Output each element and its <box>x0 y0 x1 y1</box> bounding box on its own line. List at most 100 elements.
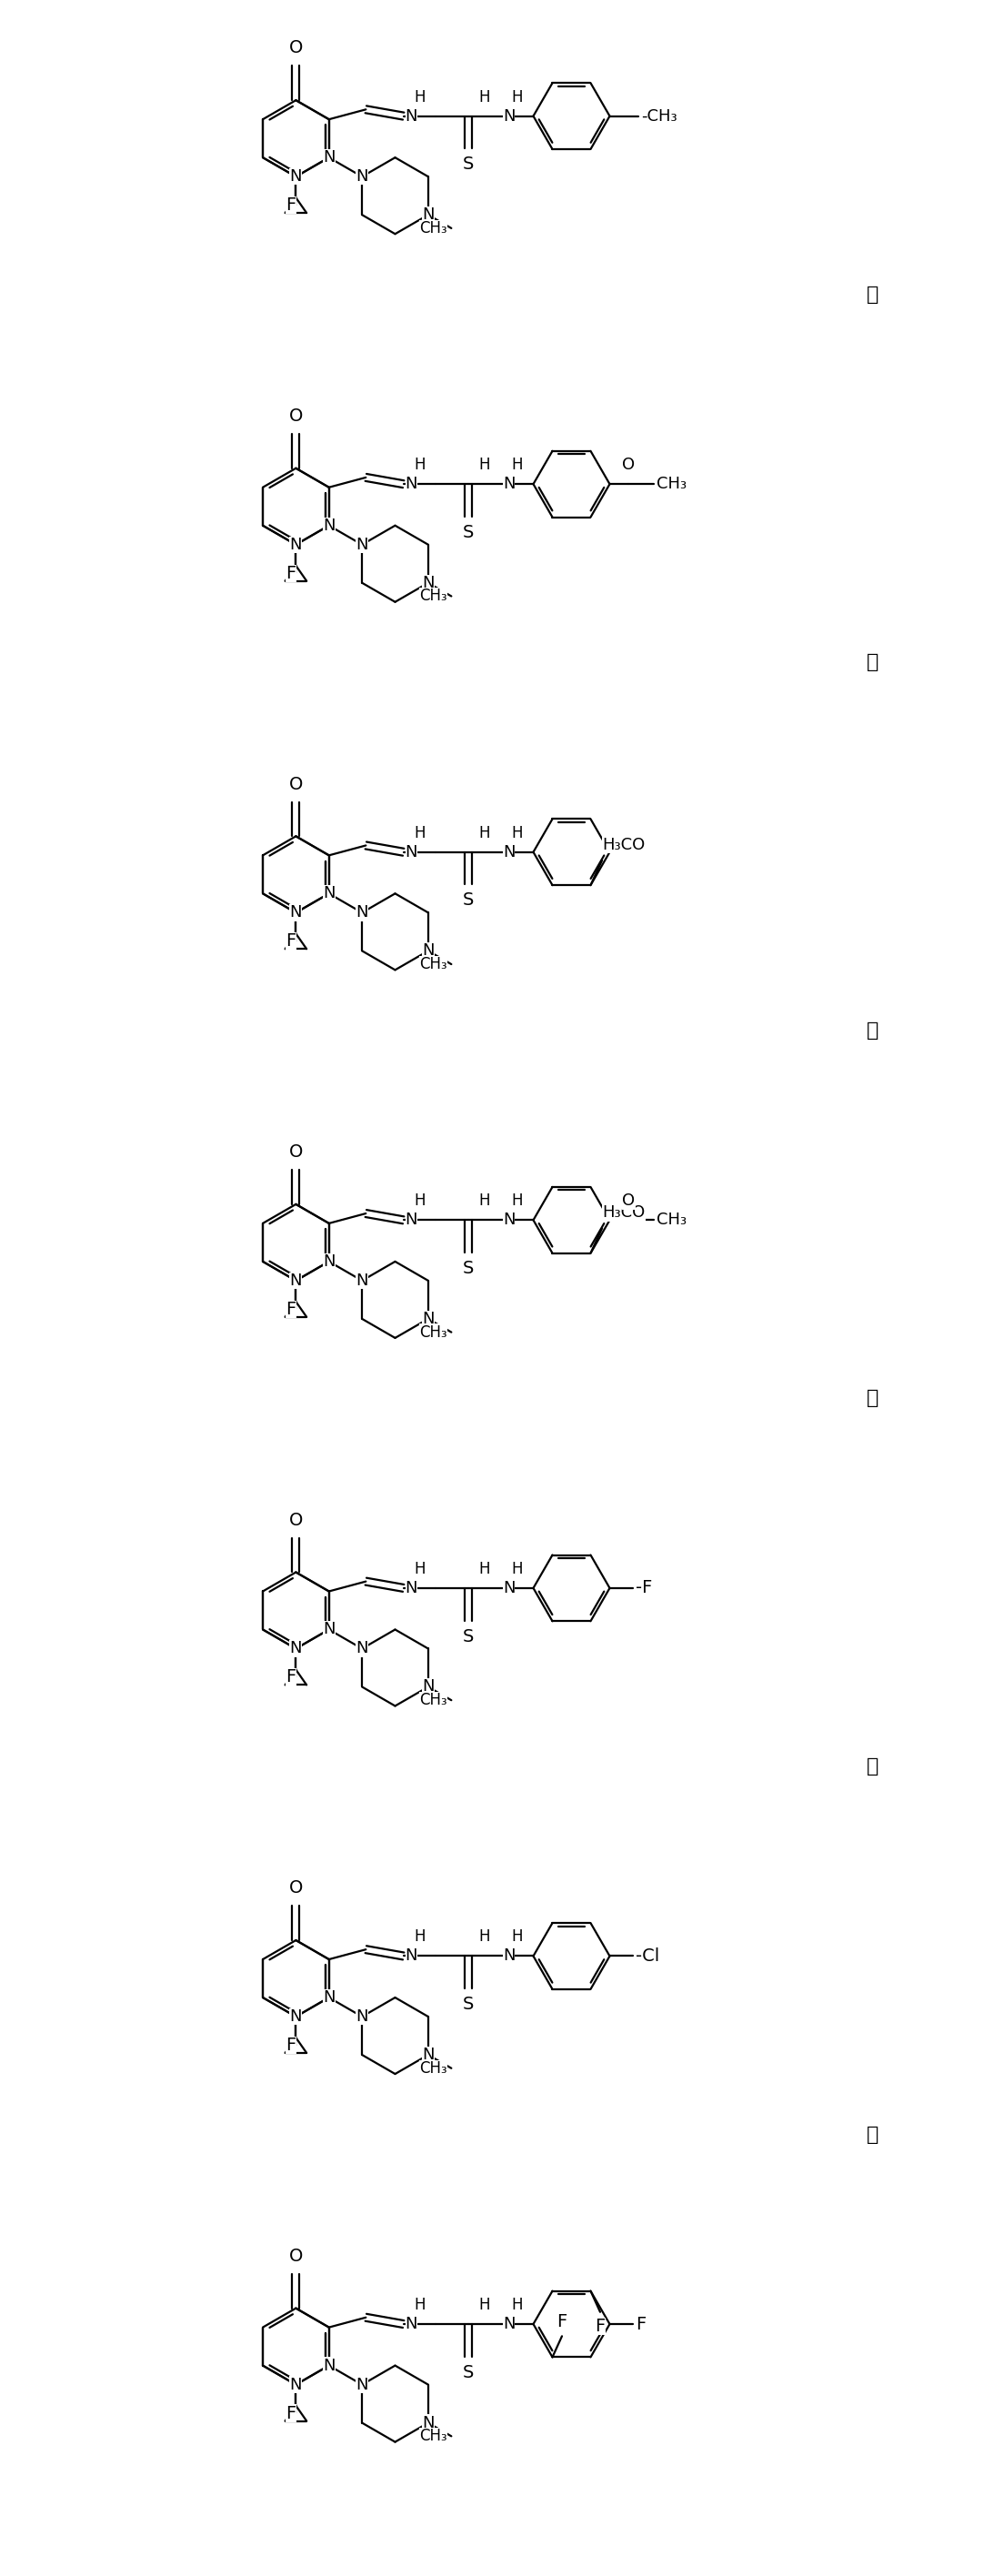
Text: O: O <box>289 1144 303 1162</box>
Text: N: N <box>290 1273 302 1288</box>
Text: H: H <box>414 2298 425 2313</box>
Text: N: N <box>356 2009 368 2025</box>
Text: N: N <box>356 167 368 185</box>
Text: N: N <box>356 1641 368 1656</box>
Text: H: H <box>479 1929 490 1945</box>
Text: F: F <box>286 1669 296 1685</box>
Text: S: S <box>462 523 474 541</box>
Text: N: N <box>503 1579 515 1597</box>
Text: 或: 或 <box>867 1388 879 1406</box>
Text: N: N <box>356 2378 368 2393</box>
Text: H₃CO: H₃CO <box>602 837 645 853</box>
Text: O: O <box>289 775 303 793</box>
Text: O: O <box>289 39 303 57</box>
Text: N: N <box>503 477 515 492</box>
Text: N: N <box>323 518 335 533</box>
Text: -Cl: -Cl <box>635 1947 659 1965</box>
Text: H: H <box>414 1929 425 1945</box>
Text: O: O <box>289 1512 303 1528</box>
Text: N: N <box>323 149 335 165</box>
Text: H: H <box>414 1561 425 1577</box>
Text: -F: -F <box>635 1579 652 1597</box>
Text: H: H <box>479 1561 490 1577</box>
Text: S: S <box>462 155 474 173</box>
Text: F: F <box>286 933 296 951</box>
Text: F: F <box>635 2316 646 2334</box>
Text: N: N <box>405 1947 417 1965</box>
Text: S: S <box>462 1996 474 2012</box>
Text: N: N <box>323 1255 335 1270</box>
Text: 或: 或 <box>867 1757 879 1775</box>
Text: N: N <box>405 108 417 124</box>
Text: N: N <box>323 1620 335 1638</box>
Text: F: F <box>286 2038 296 2053</box>
Text: N: N <box>290 536 302 554</box>
Text: S: S <box>462 1260 474 1278</box>
Text: -CH₃: -CH₃ <box>641 108 677 124</box>
Text: N: N <box>405 845 417 860</box>
Text: CH₃: CH₃ <box>656 477 686 492</box>
Text: N: N <box>503 1211 515 1229</box>
Text: N: N <box>405 1211 417 1229</box>
Text: CH₃: CH₃ <box>656 1211 686 1229</box>
Text: S: S <box>462 2365 474 2380</box>
Text: H: H <box>479 2298 490 2313</box>
Text: S: S <box>462 1628 474 1646</box>
Text: N: N <box>503 845 515 860</box>
Text: CH₃: CH₃ <box>419 1692 446 1708</box>
Text: CH₃: CH₃ <box>419 219 446 237</box>
Text: N: N <box>323 2357 335 2372</box>
Text: H: H <box>414 88 425 106</box>
Text: O: O <box>289 2246 303 2264</box>
Text: H: H <box>512 1193 523 1208</box>
Text: 或: 或 <box>867 654 879 672</box>
Text: N: N <box>503 108 515 124</box>
Text: CH₃: CH₃ <box>419 2429 446 2445</box>
Text: F: F <box>286 2403 296 2421</box>
Text: N: N <box>503 2316 515 2331</box>
Text: N: N <box>323 1989 335 2007</box>
Text: H: H <box>479 88 490 106</box>
Text: CH₃: CH₃ <box>419 2061 446 2076</box>
Text: O: O <box>289 407 303 425</box>
Text: N: N <box>422 2414 434 2432</box>
Text: CH₃: CH₃ <box>419 1324 446 1340</box>
Text: N: N <box>290 167 302 185</box>
Text: F: F <box>595 2318 605 2334</box>
Text: N: N <box>405 477 417 492</box>
Text: 或: 或 <box>867 1020 879 1041</box>
Text: H₃CO: H₃CO <box>602 1206 645 1221</box>
Text: H: H <box>414 1193 425 1208</box>
Text: H: H <box>414 824 425 842</box>
Text: H: H <box>512 456 523 474</box>
Text: N: N <box>290 1641 302 1656</box>
Text: N: N <box>290 904 302 920</box>
Text: N: N <box>290 2378 302 2393</box>
Text: N: N <box>356 904 368 920</box>
Text: O: O <box>623 456 635 474</box>
Text: N: N <box>422 206 434 224</box>
Text: N: N <box>422 574 434 590</box>
Text: N: N <box>290 2009 302 2025</box>
Text: N: N <box>422 1311 434 1327</box>
Text: H: H <box>479 456 490 474</box>
Text: H: H <box>414 456 425 474</box>
Text: N: N <box>405 2316 417 2331</box>
Text: O: O <box>623 1193 635 1208</box>
Text: H: H <box>479 824 490 842</box>
Text: O: O <box>289 1880 303 1896</box>
Text: N: N <box>422 1680 434 1695</box>
Text: H: H <box>512 88 523 106</box>
Text: H: H <box>512 2298 523 2313</box>
Text: N: N <box>356 1273 368 1288</box>
Text: H: H <box>512 824 523 842</box>
Text: S: S <box>462 891 474 909</box>
Text: H: H <box>512 1929 523 1945</box>
Text: N: N <box>356 536 368 554</box>
Text: H: H <box>479 1193 490 1208</box>
Text: CH₃: CH₃ <box>419 956 446 971</box>
Text: N: N <box>422 2048 434 2063</box>
Text: N: N <box>422 943 434 958</box>
Text: 或: 或 <box>867 286 879 304</box>
Text: N: N <box>323 886 335 902</box>
